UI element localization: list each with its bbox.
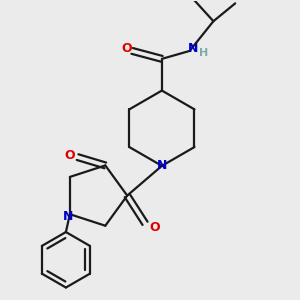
Text: O: O [150,221,160,234]
Text: N: N [188,42,198,56]
Text: O: O [64,148,75,162]
Text: O: O [121,42,131,56]
Text: N: N [157,159,167,172]
Text: H: H [199,48,208,58]
Text: N: N [63,210,73,223]
